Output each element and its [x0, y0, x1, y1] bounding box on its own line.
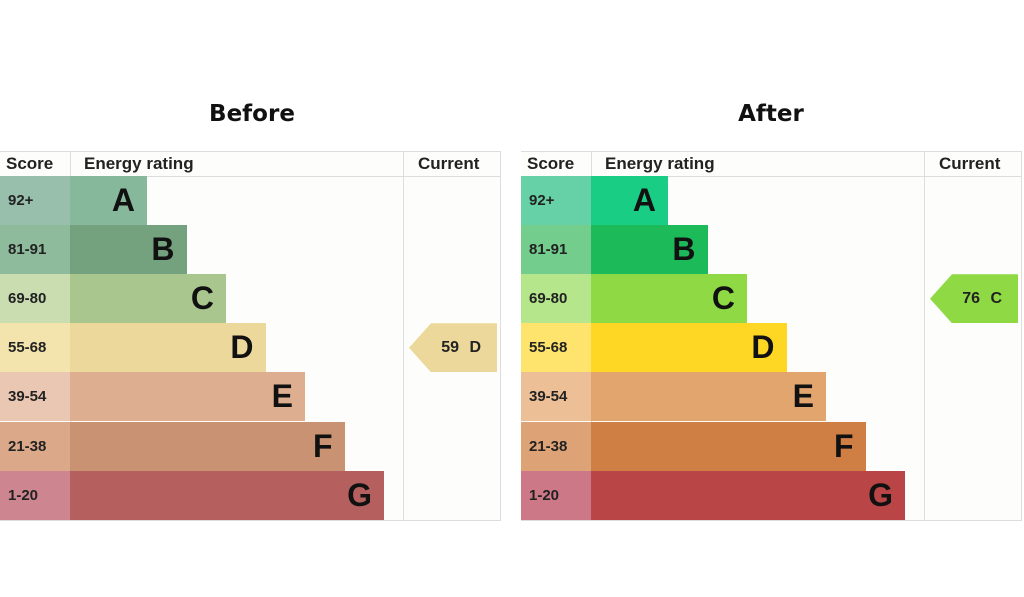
score-cell: 81-91	[521, 225, 591, 275]
score-header: Score	[6, 152, 54, 177]
header-line	[0, 176, 501, 177]
divider	[500, 152, 501, 520]
rating-bar-d: D	[70, 323, 266, 373]
score-cell: 21-38	[0, 421, 70, 471]
divider	[403, 152, 404, 520]
rating-bar-g: G	[591, 470, 905, 520]
rating-bar-a: A	[591, 176, 668, 225]
score-cell: 69-80	[521, 274, 591, 324]
before-chart: Score Energy rating Current 92+ A 81-91 B 69-80…	[0, 151, 501, 521]
score-cell: 21-38	[521, 421, 591, 471]
score-cell: 55-68	[521, 323, 591, 373]
score-cell: 1-20	[521, 470, 591, 520]
rating-bar-b: B	[70, 225, 187, 275]
rating-bar-a: A	[70, 176, 147, 225]
rating-bar-f: F	[591, 421, 866, 471]
divider	[1021, 152, 1022, 520]
score-header: Score	[527, 152, 575, 177]
score-cell: 39-54	[521, 372, 591, 422]
before-title: Before	[209, 101, 295, 127]
rating-bar-g: G	[70, 470, 384, 520]
rating-bar-b: B	[591, 225, 708, 275]
score-cell: 92+	[521, 176, 591, 225]
score-cell: 81-91	[0, 225, 70, 275]
rating-bar-c: C	[70, 274, 226, 324]
after-chart: Score Energy rating Current 92+ A 81-91 B 69-80…	[521, 151, 1022, 521]
current-header: Current	[418, 152, 480, 177]
current-rating-arrow: 59 D	[409, 323, 497, 373]
score-cell: 55-68	[0, 323, 70, 373]
score-cell: 1-20	[0, 470, 70, 520]
rating-bar-f: F	[70, 421, 345, 471]
rating-bar-c: C	[591, 274, 747, 324]
score-cell: 92+	[0, 176, 70, 225]
current-header: Current	[939, 152, 1001, 177]
header-line	[521, 176, 1022, 177]
rating-header: Energy rating	[84, 152, 194, 177]
rating-bar-e: E	[591, 372, 826, 422]
score-cell: 69-80	[0, 274, 70, 324]
rating-bar-e: E	[70, 372, 305, 422]
score-cell: 39-54	[0, 372, 70, 422]
rating-header: Energy rating	[605, 152, 715, 177]
current-rating-arrow: 76 C	[930, 274, 1018, 324]
rating-bar-d: D	[591, 323, 787, 373]
after-title: After	[738, 101, 804, 127]
divider	[924, 152, 925, 520]
